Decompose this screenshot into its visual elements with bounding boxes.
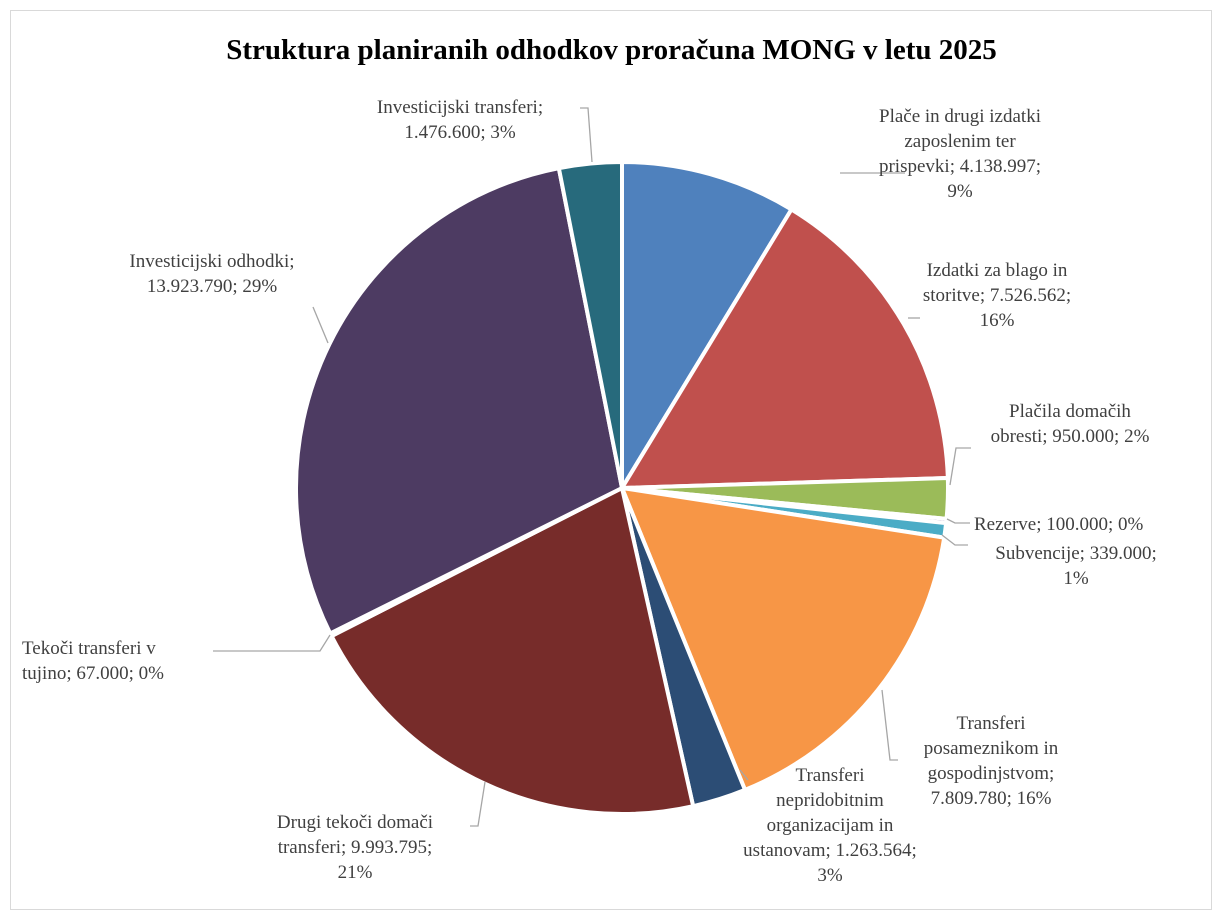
- slice-label: Plačila domačih obresti; 950.000; 2%: [990, 401, 1150, 447]
- slice-label: Investicijski transferi; 1.476.600; 3%: [376, 97, 544, 143]
- slice-label: Transferi nepridobitnim organizacijam in…: [743, 765, 917, 886]
- leader-line: [213, 634, 331, 652]
- leader-line: [470, 781, 486, 827]
- slice-label: Drugi tekoči domači transferi; 9.993.795…: [276, 812, 434, 883]
- slice-label: Rezerve; 100.000; 0%: [974, 514, 1144, 535]
- pie-slice: [294, 166, 624, 636]
- pie-slice: [556, 160, 624, 490]
- pie-slice: [620, 486, 947, 792]
- pie-slice: [620, 207, 950, 490]
- slice-label: Tekoči transferi v tujino; 67.000; 0%: [22, 638, 164, 684]
- slice-label: Subvencije; 339.000; 1%: [995, 543, 1157, 589]
- leader-line: [312, 306, 329, 344]
- leader-line: [941, 534, 968, 546]
- slice-label: Investicijski odhodki; 13.923.790; 29%: [129, 251, 295, 297]
- slice-label: Izdatki za blago in storitve; 7.526.562;…: [922, 260, 1072, 331]
- pie-slice: [329, 486, 696, 816]
- pie-slice: [620, 160, 794, 490]
- leader-line: [946, 518, 970, 524]
- leader-line: [739, 769, 749, 781]
- leader-line: [580, 107, 593, 163]
- leader-line: [949, 447, 971, 486]
- chart-title: Struktura planiranih odhodkov proračuna …: [226, 34, 997, 66]
- slice-label: Plače in drugi izdatki zaposlenim ter pr…: [878, 106, 1042, 202]
- slice-label: Transferi posameznikom in gospodinjstvom…: [923, 713, 1059, 809]
- leader-line: [881, 689, 898, 761]
